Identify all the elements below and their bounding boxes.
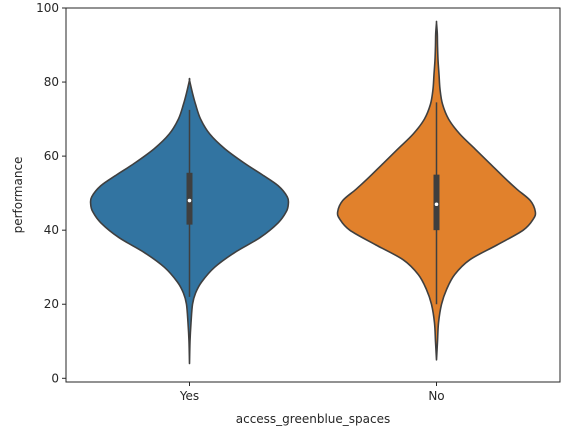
x-axis-label: access_greenblue_spaces (236, 412, 391, 426)
x-tick-label: No (428, 389, 444, 403)
y-tick-label: 80 (44, 75, 59, 89)
y-ticks: 0 20 40 60 80 100 (36, 1, 66, 385)
y-tick-label: 60 (44, 149, 59, 163)
axes-layer (65, 7, 561, 383)
median-marker-yes (187, 198, 192, 203)
iqr-box-no (433, 174, 440, 231)
median-marker-no (434, 202, 439, 207)
violins-layer (89, 20, 537, 365)
y-tick-label: 0 (51, 371, 59, 385)
x-ticks: Yes No (179, 382, 445, 403)
plot-frame (65, 7, 561, 383)
y-tick-label: 100 (36, 1, 59, 15)
y-tick-label: 20 (44, 297, 59, 311)
x-tick-label: Yes (179, 389, 199, 403)
y-axis-label: performance (11, 157, 25, 234)
iqr-box-yes (186, 172, 193, 225)
y-tick-label: 40 (44, 223, 59, 237)
